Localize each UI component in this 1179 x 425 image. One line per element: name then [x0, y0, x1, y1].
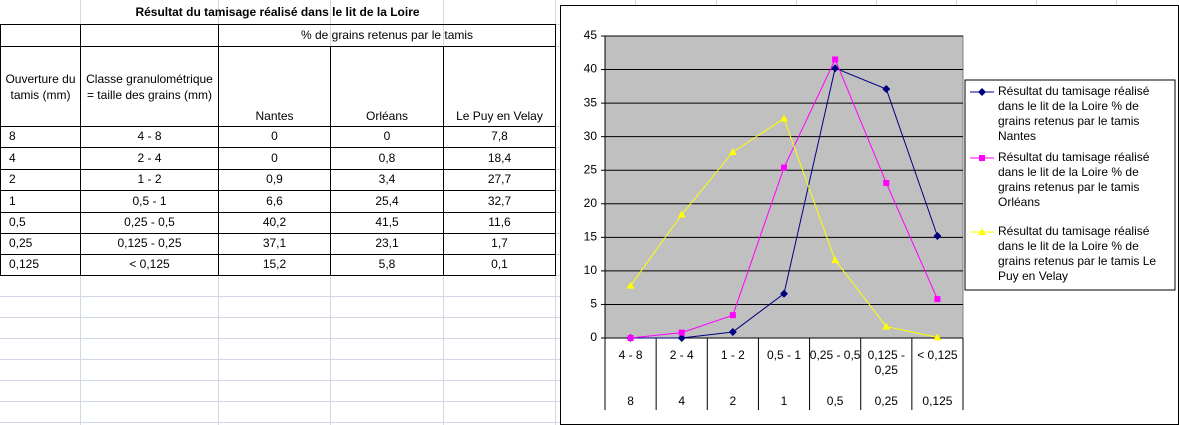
table-cell: 1 — [0, 190, 81, 213]
table-cell: 11,6 — [443, 212, 556, 234]
marker — [728, 327, 737, 336]
marker — [934, 296, 941, 303]
table-cell: 0,25 — [0, 233, 81, 255]
x-sub-label: 0,125 — [922, 394, 953, 408]
marker — [781, 164, 787, 171]
table-cell: 0,1 — [443, 254, 556, 276]
table-cell: 27,7 — [443, 169, 556, 191]
table-cell: 0 — [330, 126, 444, 148]
marker — [831, 64, 840, 73]
y-tick-label: 30 — [584, 129, 598, 143]
table-cell: 40,2 — [218, 212, 331, 234]
y-tick-label: 15 — [584, 230, 598, 244]
table-cell: 0,25 - 0,5 — [80, 212, 219, 234]
marker — [933, 333, 942, 341]
y-tick-label: 10 — [584, 263, 598, 277]
marker — [933, 231, 942, 240]
marker — [677, 210, 686, 218]
marker — [728, 148, 737, 156]
table-cell: 25,4 — [330, 190, 444, 213]
marker — [729, 312, 736, 319]
x-tick-label: < 0,125 — [917, 348, 958, 362]
y-tick-label: 35 — [584, 95, 598, 109]
legend-marker — [978, 228, 986, 235]
table-cell: 0,5 — [0, 212, 81, 234]
table-blank-cell — [80, 24, 219, 47]
table-cell: 2 - 4 — [80, 147, 219, 170]
plot-area — [604, 35, 964, 339]
table-cell: 3,4 — [330, 169, 444, 191]
x-sub-label: 0,25 — [874, 394, 898, 408]
table-cell: 2 — [0, 169, 81, 191]
table-cell: 32,7 — [443, 190, 556, 213]
table-cell: 1 - 2 — [80, 169, 219, 191]
y-tick-label: 25 — [584, 162, 598, 176]
y-tick-label: 5 — [590, 297, 597, 311]
marker — [882, 322, 891, 330]
table-cell: 23,1 — [330, 233, 444, 255]
table-cell: 5,8 — [330, 254, 444, 276]
table-cell: 0,125 — [0, 254, 81, 276]
table-cell: 0,8 — [330, 147, 444, 170]
table-cell: 0 — [218, 126, 331, 148]
marker — [883, 179, 890, 186]
marker — [627, 335, 634, 341]
table-cell: 6,6 — [218, 190, 331, 213]
y-tick-label: 45 — [584, 28, 598, 42]
table-cell: 15,2 — [218, 254, 331, 276]
column-header: Classe granulométrique = taille des grai… — [80, 46, 219, 127]
marker — [677, 334, 686, 342]
table-cell: < 0,125 — [80, 254, 219, 276]
x-tick-label: 1 - 2 — [720, 348, 745, 362]
column-header: Le Puy en Velay — [443, 46, 556, 127]
x-sub-label: 2 — [729, 394, 737, 408]
legend-entry: Résultat du tamisage réalisé dans le lit… — [998, 84, 1150, 143]
y-tick-label: 0 — [590, 330, 597, 344]
table-cell: 0 — [218, 147, 331, 170]
table-blank-cell — [0, 24, 81, 47]
table-cell: 41,5 — [330, 212, 444, 234]
legend-entry: Résultat du tamisage réalisé dans le lit… — [998, 224, 1157, 283]
legend-box — [964, 79, 1176, 291]
column-header: Orléans — [330, 46, 444, 127]
x-tick-label: 2 - 4 — [669, 348, 694, 362]
group-header: % de grains retenus par le tamis — [218, 24, 556, 47]
table-cell: 8 — [0, 126, 81, 148]
y-tick-label: 40 — [584, 62, 598, 76]
y-tick-label: 20 — [584, 196, 598, 210]
x-sub-label: 4 — [678, 394, 686, 408]
table-cell: 4 — [0, 147, 81, 170]
table-cell: 1,7 — [443, 233, 556, 255]
table-title: Résultat du tamisage réalisé dans le lit… — [135, 5, 420, 19]
legend-marker — [979, 155, 985, 161]
x-tick-label: 0,5 - 1 — [766, 348, 801, 362]
marker — [780, 289, 788, 298]
x-sub-label: 1 — [780, 394, 788, 408]
x-tick-label: 4 - 8 — [618, 348, 643, 362]
table-cell: 0,125 - 0,25 — [80, 233, 219, 255]
x-tick-label: 0,125 - 0,25 — [867, 348, 905, 377]
table-cell: 4 - 8 — [80, 126, 219, 148]
x-sub-label: 0,5 — [826, 394, 844, 408]
marker — [678, 329, 685, 336]
column-header: Nantes — [218, 46, 331, 127]
legend-marker — [978, 88, 986, 96]
marker — [831, 256, 840, 264]
marker — [626, 281, 635, 289]
column-header: Ouverture du tamis (mm) — [0, 46, 81, 127]
table-cell: 18,4 — [443, 147, 556, 170]
table-cell: 0,9 — [218, 169, 331, 191]
table-cell: 0,5 - 1 — [80, 190, 219, 213]
chart: 0 5 10 15 20 25 30 35 40 45 — [560, 5, 1179, 425]
table-cell: 37,1 — [218, 233, 331, 255]
marker — [882, 85, 891, 94]
table-cell: 7,8 — [443, 126, 556, 148]
marker — [780, 114, 788, 122]
legend-entry: Résultat du tamisage réalisé dans le lit… — [998, 150, 1150, 209]
marker — [832, 56, 839, 63]
x-sub-label: 8 — [627, 394, 634, 408]
x-tick-label: 0,25 - 0,5 — [809, 348, 861, 362]
